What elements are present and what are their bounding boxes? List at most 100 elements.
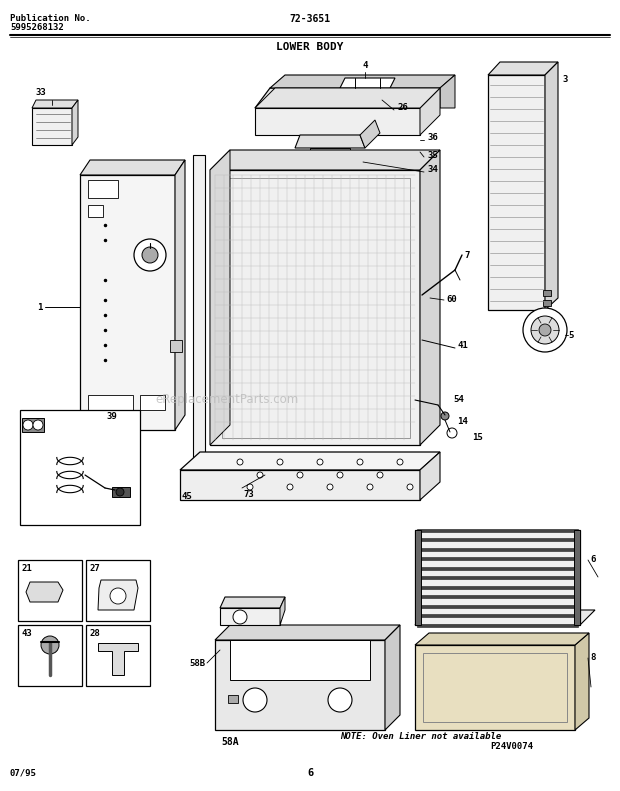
Text: 33: 33 [35, 88, 46, 97]
Circle shape [447, 428, 457, 438]
Polygon shape [295, 135, 365, 148]
Circle shape [287, 484, 293, 490]
Text: P24V0074: P24V0074 [490, 742, 533, 751]
Text: 6: 6 [307, 768, 313, 778]
Bar [222, 178, 410, 438]
Circle shape [297, 472, 303, 478]
Polygon shape [210, 150, 440, 170]
Bar [22, 418, 44, 432]
Polygon shape [488, 75, 545, 310]
Polygon shape [270, 75, 455, 88]
Bar [88, 205, 103, 217]
Bar [86, 560, 150, 621]
Bar [415, 530, 421, 625]
Circle shape [277, 459, 283, 465]
Circle shape [407, 484, 413, 490]
Polygon shape [180, 452, 440, 470]
Polygon shape [575, 633, 589, 730]
Polygon shape [220, 597, 285, 608]
Polygon shape [415, 610, 595, 625]
Circle shape [237, 459, 243, 465]
Polygon shape [280, 597, 285, 625]
Circle shape [233, 610, 247, 624]
Text: 41: 41 [457, 340, 467, 350]
Text: 07/95: 07/95 [10, 768, 37, 777]
Circle shape [531, 316, 559, 344]
Polygon shape [80, 175, 175, 430]
Bar [423, 653, 567, 722]
Bar [20, 410, 140, 525]
Circle shape [337, 472, 343, 478]
Polygon shape [210, 150, 230, 445]
Bar [417, 538, 578, 541]
Bar [88, 395, 133, 415]
Polygon shape [420, 452, 440, 500]
Circle shape [110, 588, 126, 604]
Polygon shape [420, 88, 440, 135]
Text: 45: 45 [182, 492, 193, 501]
Polygon shape [415, 645, 575, 730]
Polygon shape [215, 640, 385, 730]
Text: 1: 1 [38, 302, 43, 312]
Polygon shape [210, 170, 420, 445]
Text: 54: 54 [453, 396, 464, 404]
Text: eReplacementParts.com: eReplacementParts.com [155, 393, 298, 407]
Polygon shape [32, 100, 78, 108]
Polygon shape [72, 100, 78, 145]
Circle shape [357, 459, 363, 465]
Bar [18, 625, 82, 686]
Polygon shape [32, 108, 72, 145]
Text: 5: 5 [568, 331, 574, 339]
Bar [417, 595, 578, 598]
Polygon shape [80, 160, 185, 175]
Text: 8: 8 [590, 653, 595, 663]
Circle shape [523, 308, 567, 352]
Circle shape [116, 488, 124, 496]
Bar [228, 695, 238, 703]
Bar [417, 547, 578, 551]
Text: NOTE: Oven Liner not available: NOTE: Oven Liner not available [340, 732, 501, 741]
Polygon shape [255, 88, 440, 108]
Text: 35: 35 [427, 150, 438, 160]
Polygon shape [230, 640, 370, 680]
Text: 28: 28 [90, 629, 100, 638]
Circle shape [377, 472, 383, 478]
Bar [417, 604, 578, 607]
Text: 4: 4 [362, 61, 368, 70]
Text: 14: 14 [457, 418, 467, 426]
Circle shape [257, 472, 263, 478]
Text: 7: 7 [464, 251, 469, 259]
Polygon shape [180, 470, 420, 500]
Circle shape [41, 636, 59, 654]
Bar [417, 528, 578, 532]
Polygon shape [488, 62, 558, 75]
Polygon shape [26, 582, 63, 602]
Polygon shape [415, 633, 589, 645]
Text: 39: 39 [106, 412, 117, 421]
Bar [417, 566, 578, 570]
Bar [88, 180, 118, 198]
Text: 43: 43 [22, 629, 33, 638]
Circle shape [243, 688, 267, 712]
Bar [86, 625, 150, 686]
Bar [574, 530, 580, 625]
Bar [18, 560, 82, 621]
Bar [543, 300, 551, 306]
Circle shape [317, 459, 323, 465]
Circle shape [397, 459, 403, 465]
Circle shape [134, 239, 166, 271]
Bar [417, 614, 578, 617]
Text: 58B: 58B [189, 658, 205, 668]
Bar [417, 585, 578, 589]
Polygon shape [340, 78, 395, 88]
Text: 27: 27 [90, 564, 100, 573]
Polygon shape [220, 608, 280, 625]
Polygon shape [98, 580, 138, 610]
Polygon shape [420, 150, 440, 445]
Text: 72-3651: 72-3651 [290, 14, 330, 24]
Circle shape [142, 247, 158, 263]
Text: 3: 3 [562, 75, 567, 84]
Polygon shape [385, 625, 400, 730]
Text: 58A: 58A [221, 737, 239, 747]
Circle shape [539, 324, 551, 336]
